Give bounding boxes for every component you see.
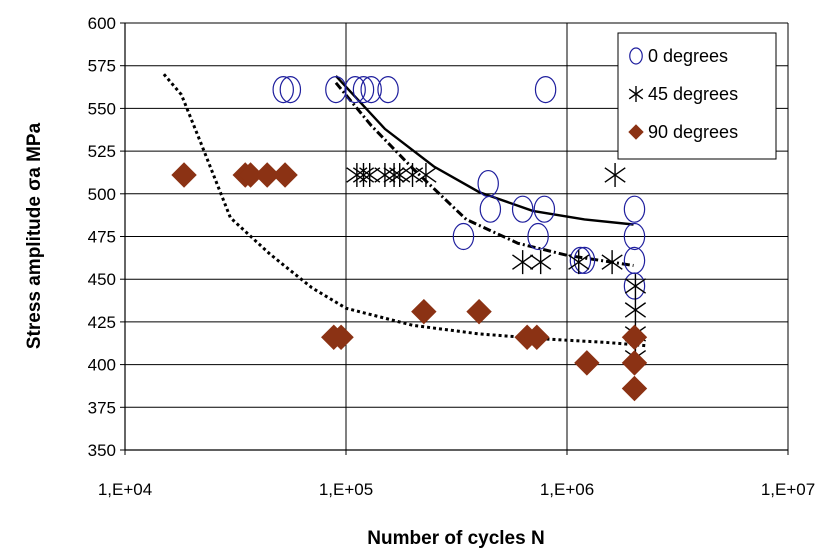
legend-box [617,32,777,160]
point-diamond [524,324,550,350]
asterisk-stroke [512,254,534,270]
x-tick-label: 1,E+06 [540,480,594,499]
asterisk-stroke [383,167,405,183]
y-axis-title: Stress amplitude σa MPa [24,122,45,349]
y-tick-label: 375 [88,398,116,417]
point-circle [511,195,534,223]
point-circle [527,222,549,251]
point-circle [479,195,502,223]
asterisk-stroke [415,167,437,183]
y-tick-label: 425 [88,313,116,332]
point-diamond [254,162,280,188]
point-diamond [621,324,648,350]
point-circle [533,195,556,223]
point-diamond [272,162,298,188]
trendlines [162,73,648,348]
y-tick-label: 400 [88,356,116,375]
point-asterisk [568,250,590,275]
point-diamond [621,375,648,402]
point-circle [623,272,646,300]
x-tick-label: 1,E+07 [761,480,815,499]
asterisk-stroke [624,302,647,318]
point-circle [573,246,596,275]
y-tick-label: 500 [88,185,116,204]
asterisk-stroke [628,88,644,100]
point-circle [325,76,347,104]
y-tick-label: 575 [88,57,116,76]
legend-label: 90 degrees [648,122,738,142]
y-tick-label: 525 [88,142,116,161]
trendline-dash-dot [334,81,634,267]
point-diamond [621,350,648,376]
tick-labels: 350 375 400 425 450 475 500 525 550 575 600 1,E+04 1… [88,14,816,499]
point-circle [569,246,592,275]
y-tick-label: 600 [88,14,116,33]
point-asterisk [512,250,534,275]
point-asterisk [624,274,647,299]
point-circle [534,76,557,104]
legend-marker-asterisk [628,86,644,102]
x-tick-label: 1,E+04 [98,480,152,499]
trendline-solid [335,75,634,226]
legend-label: 0 degrees [648,46,728,66]
asterisk-stroke [359,167,381,183]
point-diamond [574,350,600,376]
legend: 0 degrees 45 degrees 90 degrees [617,32,777,160]
point-circle [360,76,382,104]
y-tick-label: 350 [88,441,116,460]
point-circle [623,195,646,223]
asterisk-stroke [601,254,623,270]
point-circle [272,76,294,104]
y-tick-label: 450 [88,270,116,289]
point-asterisk [359,163,381,188]
point-asterisk [415,163,437,188]
point-asterisk [530,250,552,275]
point-asterisk [383,163,405,188]
asterisk-stroke [624,278,647,294]
point-circle [623,222,646,251]
point-diamond [328,324,354,350]
x-tick-label: 1,E+05 [319,480,373,499]
legend-label: 45 degrees [648,84,738,104]
point-diamond [171,162,197,188]
point-circle [344,76,366,104]
point-asterisk [601,250,623,275]
point-diamond [466,298,492,325]
x-axis-title: Number of cycles N [367,528,544,549]
point-asterisk [624,297,647,322]
asterisk-stroke [530,254,552,270]
y-tick-label: 475 [88,228,116,247]
legend-marker-circle [629,47,643,65]
point-asterisk [604,163,626,188]
point-circle [452,222,475,251]
point-circle [377,76,399,104]
asterisk-stroke [568,254,590,270]
y-tick-label: 550 [88,99,116,118]
point-diamond [411,298,437,325]
point-circle [279,76,302,104]
legend-marker-diamond [628,124,644,140]
axes [120,22,789,455]
point-circle [352,76,375,104]
asterisk-stroke [604,167,626,183]
data-points [171,76,648,402]
